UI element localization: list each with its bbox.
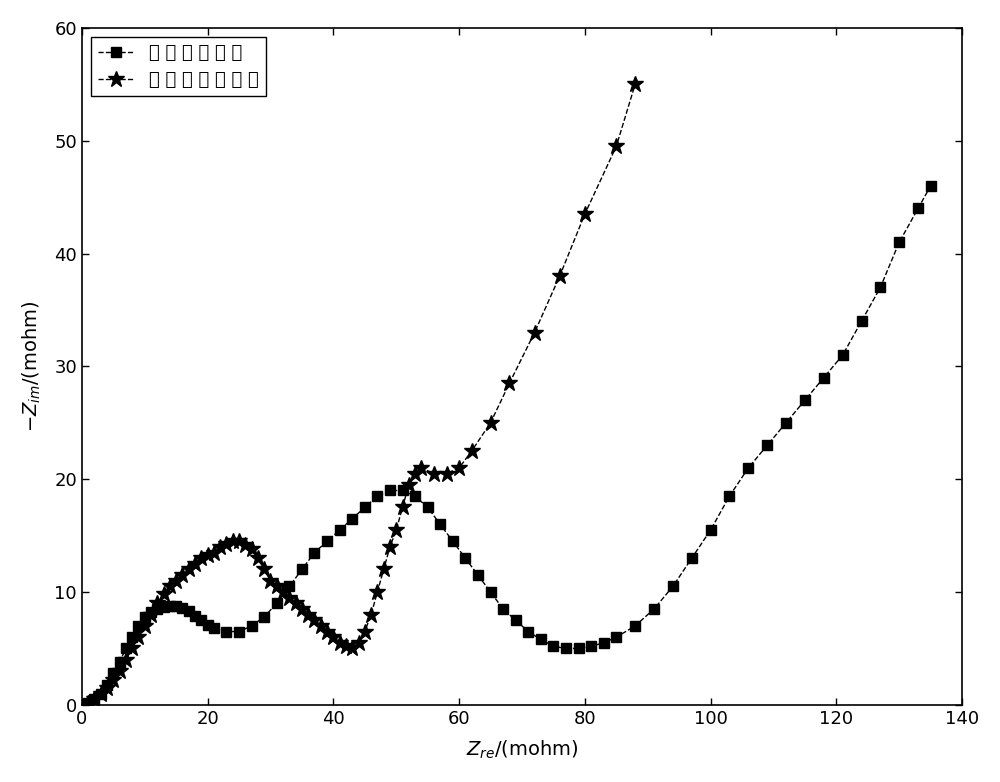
本 发 明 化 成 技 术 bbox=[202, 550, 214, 559]
常 规 化 成 技 术 bbox=[925, 181, 937, 191]
本 发 明 化 成 技 术 bbox=[290, 599, 302, 608]
Legend: 常 规 化 成 技 术, 本 发 明 化 成 技 术: 常 规 化 成 技 术, 本 发 明 化 成 技 术 bbox=[91, 37, 266, 96]
X-axis label: $Z_{re}$/(mohm): $Z_{re}$/(mohm) bbox=[466, 739, 578, 761]
常 规 化 成 技 术 bbox=[434, 520, 446, 529]
本 发 明 化 成 技 术 bbox=[579, 210, 591, 219]
Line: 本 发 明 化 成 技 术: 本 发 明 化 成 技 术 bbox=[80, 76, 643, 711]
本 发 明 化 成 技 术 bbox=[176, 570, 188, 579]
常 规 化 成 技 术 bbox=[723, 491, 735, 500]
常 规 化 成 技 术 bbox=[82, 698, 94, 708]
本 发 明 化 成 技 术 bbox=[252, 554, 264, 563]
常 规 化 成 技 术 bbox=[195, 615, 207, 625]
Line: 常 规 化 成 技 术: 常 规 化 成 技 术 bbox=[83, 181, 936, 708]
本 发 明 化 成 技 术 bbox=[82, 698, 94, 708]
常 规 化 成 技 术 bbox=[742, 463, 754, 472]
常 规 化 成 技 术 bbox=[183, 607, 195, 616]
常 规 化 成 技 术 bbox=[220, 627, 232, 637]
Y-axis label: $-Z_{im}$/(mohm): $-Z_{im}$/(mohm) bbox=[21, 300, 43, 432]
本 发 明 化 成 技 术 bbox=[629, 80, 641, 89]
本 发 明 化 成 技 术 bbox=[441, 469, 453, 479]
